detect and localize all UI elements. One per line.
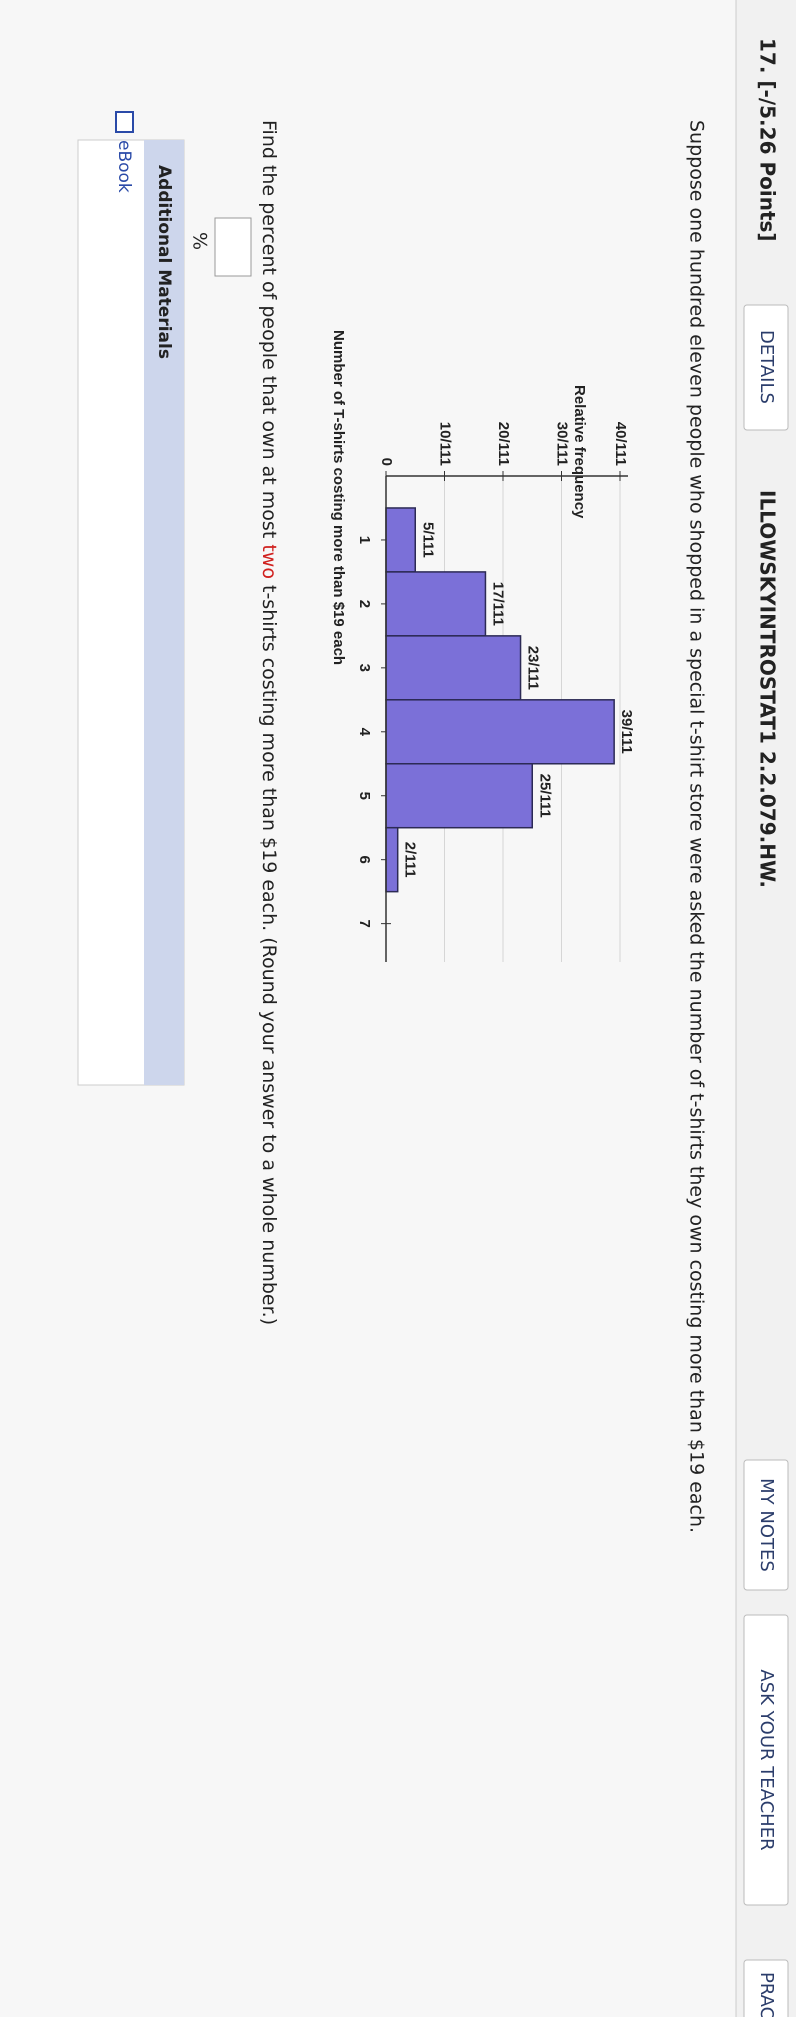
x-tick-label: 1 [356,536,373,544]
my-notes-label[interactable]: MY NOTES [756,1478,777,1572]
question: Suppose one hundred eleven people who sh… [686,120,708,1533]
ask-teacher-button[interactable] [743,1614,789,1906]
prompt-text: Find the percent of people that own at m… [259,120,281,544]
ebook-icon[interactable] [115,111,134,133]
ask-teacher-label[interactable]: ASK YOUR TEACHER [756,1669,777,1850]
my-notes-button[interactable] [743,1459,789,1591]
bar [385,826,399,893]
y-axis-label: Relative frequency [571,385,588,519]
answer-input[interactable] [214,217,252,277]
materials-header [144,140,184,1085]
bar [385,635,522,701]
x-tick-label: 5 [356,792,373,800]
x-tick-label: 2 [356,600,373,608]
assignment: ILLOWSKYINTROSTAT1 2.2.079.HW. [756,490,780,888]
bar-value-label: 23/111 [525,646,542,690]
points: 17. [-/5.26 Points] [756,38,780,242]
x-axis-label: Number of T-shirts costing more than $19… [330,330,347,665]
prompt: Find the percent of people that own at m… [259,120,281,1325]
bar-value-label: 17/111 [489,582,506,626]
bar [385,763,533,829]
bar-value-label: 2/111 [402,842,419,878]
x-tick-label: 3 [356,664,373,672]
bar [385,507,416,573]
x-tick-label: 7 [356,919,373,927]
x-tick-label: 6 [356,856,373,864]
y-tick-label: 30/111 [554,422,571,466]
details-button[interactable] [743,304,789,431]
histogram: Relative frequency Number of T-shirts cos… [330,330,635,962]
prompt-highlight: two [259,544,281,579]
x-tick-label: 4 [356,728,373,737]
y-tick-label: 10/111 [437,422,454,466]
practice-label[interactable]: PRAC [756,1972,777,2017]
bar-value-label: 39/111 [618,710,635,754]
materials-title: Additional Materials [154,165,174,359]
answer-unit: % [189,232,211,250]
bar [385,571,487,637]
y-tick-label: 20/111 [495,422,512,466]
practice-button[interactable] [743,1959,789,2017]
bar-value-label: 5/111 [419,522,436,558]
ebook-link[interactable]: eBook [114,140,134,193]
y-tick-label: 40/111 [612,422,629,466]
prompt-text: t-shirts costing more than $19 each. (Ro… [259,579,281,1325]
y-tick-label: 0 [378,458,395,466]
details-label[interactable]: DETAILS [756,330,777,404]
bar-value-label: 25/111 [536,774,553,818]
bar [385,699,615,765]
